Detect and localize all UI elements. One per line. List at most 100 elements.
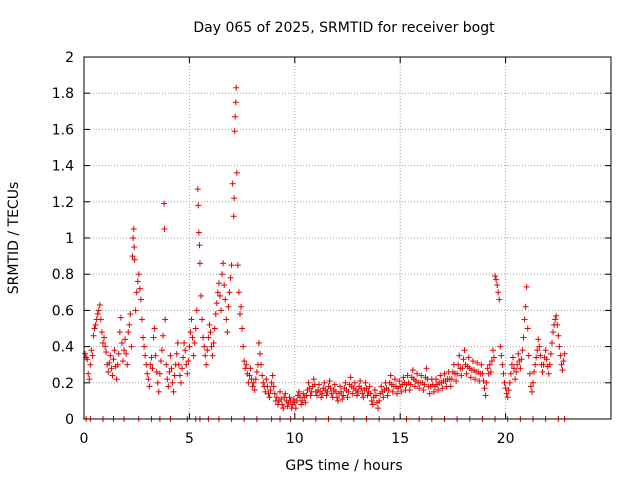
data-point [208, 343, 215, 350]
data-point [503, 390, 510, 397]
data-point [101, 334, 108, 341]
data-point [286, 394, 293, 401]
data-point [247, 365, 254, 372]
y-tick-label: 1.6 [52, 122, 74, 138]
data-point [280, 405, 287, 412]
data-point [195, 202, 202, 209]
data-point [305, 379, 312, 386]
data-point [421, 381, 428, 388]
data-point [255, 339, 262, 346]
data-point [385, 387, 392, 394]
data-point [306, 385, 313, 392]
data-point [491, 354, 498, 361]
data-point [176, 372, 183, 379]
data-point [546, 361, 553, 368]
data-point [103, 349, 110, 356]
data-point [502, 385, 509, 392]
data-point [323, 392, 330, 399]
data-point [257, 350, 264, 357]
data-point [481, 385, 488, 392]
data-point [105, 368, 112, 375]
data-point [229, 180, 236, 187]
data-point [92, 321, 99, 328]
data-point [407, 381, 414, 388]
data-point [307, 392, 314, 399]
data-point [535, 336, 542, 343]
data-point [241, 358, 248, 365]
data-point [156, 370, 163, 377]
data-point [321, 379, 328, 386]
data-point [277, 388, 284, 395]
data-point [313, 392, 320, 399]
data-point [99, 339, 106, 346]
data-point [263, 376, 270, 383]
data-point [153, 368, 160, 375]
data-point [102, 343, 109, 350]
data-point [555, 332, 562, 339]
data-point [87, 361, 94, 368]
data-point [253, 368, 260, 375]
data-point [414, 370, 421, 377]
data-point [231, 128, 238, 135]
data-point [249, 383, 256, 390]
data-point [507, 370, 514, 377]
data-point [135, 271, 142, 278]
data-point [363, 385, 370, 392]
data-point [514, 361, 521, 368]
data-point [91, 325, 98, 332]
data-point [228, 262, 235, 269]
data-point [499, 361, 506, 368]
data-point [189, 334, 196, 341]
data-point [509, 354, 516, 361]
data-point [233, 84, 240, 91]
data-point [219, 271, 226, 278]
data-point [245, 379, 252, 386]
data-point [144, 370, 151, 377]
data-point [170, 388, 177, 395]
data-point [163, 361, 170, 368]
chart-title: Day 065 of 2025, SRMTID for receiver bog… [193, 20, 495, 36]
data-point [210, 339, 217, 346]
data-point [530, 379, 537, 386]
data-point [281, 394, 288, 401]
data-point [131, 256, 138, 263]
data-point [197, 292, 204, 299]
data-point [196, 260, 203, 267]
data-point [246, 372, 253, 379]
data-point [467, 374, 474, 381]
data-point [418, 372, 425, 379]
data-point [90, 332, 97, 339]
data-point [378, 383, 385, 390]
data-point [458, 372, 465, 379]
data-point [238, 303, 245, 310]
data-point [472, 376, 479, 383]
data-point [211, 325, 218, 332]
data-point [119, 358, 126, 365]
data-point [147, 361, 154, 368]
data-point [233, 169, 240, 176]
data-point [194, 186, 201, 193]
data-point [164, 376, 171, 383]
data-point [168, 365, 175, 372]
data-point [259, 372, 266, 379]
data-point [226, 289, 233, 296]
x-tick-label: 5 [185, 431, 194, 447]
data-point [191, 339, 198, 346]
data-point [358, 385, 365, 392]
data-point [110, 356, 117, 363]
data-point [213, 300, 220, 307]
data-point [271, 390, 278, 397]
data-point [560, 358, 567, 365]
data-point [130, 235, 137, 241]
data-point [234, 262, 241, 269]
data-point [232, 99, 239, 106]
data-point [161, 225, 168, 232]
data-point [296, 388, 303, 395]
data-point [265, 390, 272, 397]
data-point [169, 379, 176, 386]
data-point [86, 376, 93, 383]
data-point [548, 339, 555, 346]
data-point [497, 343, 504, 350]
data-point [426, 390, 433, 397]
data-point [384, 392, 391, 399]
